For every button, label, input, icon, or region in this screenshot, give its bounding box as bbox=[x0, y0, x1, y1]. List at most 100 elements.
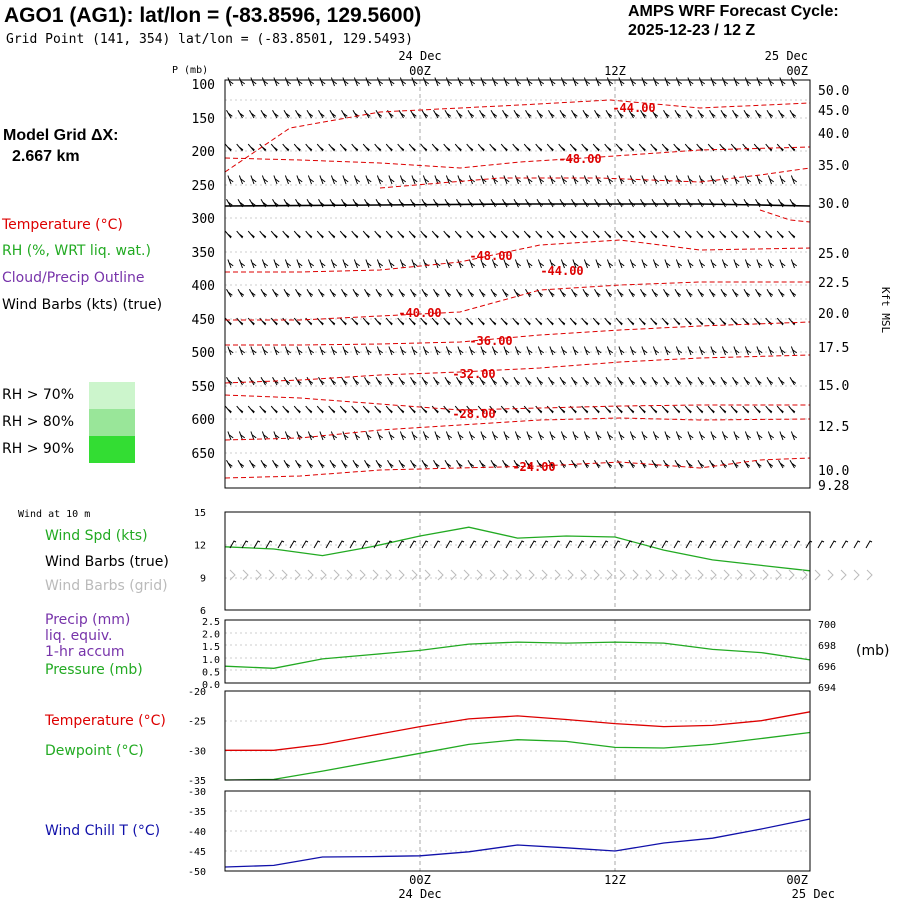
wind-barb-true bbox=[733, 540, 741, 549]
wind-barb bbox=[756, 431, 763, 441]
wind-barb bbox=[330, 259, 337, 269]
wind-barb bbox=[710, 175, 717, 185]
wind-barb bbox=[422, 346, 429, 356]
wind-barb bbox=[351, 405, 359, 414]
wind-barb bbox=[434, 259, 441, 269]
wind-barb-true bbox=[361, 540, 369, 549]
wind-barb bbox=[351, 230, 359, 239]
wind-barb bbox=[595, 346, 602, 356]
wind-chill-frame bbox=[224, 790, 811, 872]
wind-barb bbox=[536, 198, 544, 208]
wind-barb bbox=[341, 376, 348, 386]
wind-barb bbox=[282, 143, 290, 152]
wind-barb bbox=[398, 198, 406, 208]
wind-barb-true bbox=[565, 540, 573, 549]
kft-tick-label: 10.0 bbox=[818, 464, 849, 479]
wind-barb-grid bbox=[762, 569, 769, 581]
isotherm-line bbox=[225, 321, 811, 346]
wind-barb bbox=[431, 405, 439, 414]
wind-barb bbox=[594, 109, 601, 119]
wind-barb bbox=[549, 346, 556, 356]
wind-barb bbox=[525, 376, 532, 386]
temperature-tick: -35 bbox=[188, 776, 206, 787]
wind-barb bbox=[537, 431, 544, 441]
pressure-tick-label: 300 bbox=[192, 212, 215, 227]
wind-barb bbox=[375, 288, 383, 298]
rh80-label: RH > 80% bbox=[2, 414, 75, 430]
wind-barb bbox=[650, 405, 658, 414]
wind-barb bbox=[617, 109, 624, 119]
wind-barb bbox=[261, 259, 268, 269]
wind-barb bbox=[296, 77, 303, 87]
rh90-label: RH > 90% bbox=[2, 441, 75, 457]
wind-barb bbox=[477, 143, 485, 152]
wind-barb bbox=[710, 431, 717, 441]
wind-barb bbox=[456, 376, 463, 386]
wind-spd-label: Wind Spd (kts) bbox=[45, 528, 148, 544]
wind-barb bbox=[385, 405, 393, 414]
pressure-tick-label: 500 bbox=[192, 346, 215, 361]
wind-barb bbox=[259, 405, 267, 414]
wind-chill-tick: -35 bbox=[188, 807, 206, 818]
wind-barb bbox=[663, 109, 670, 119]
precip-tick: 1.5 bbox=[202, 642, 220, 653]
wind-barb-row bbox=[224, 230, 796, 239]
rh70-label: RH > 70% bbox=[2, 387, 75, 403]
wind-barb bbox=[362, 143, 370, 152]
wind-barb bbox=[525, 109, 532, 119]
wind-barb bbox=[398, 459, 406, 469]
wind-barb bbox=[583, 175, 590, 185]
wind-barb bbox=[733, 77, 740, 87]
wind-barb bbox=[342, 77, 349, 87]
wind-barb bbox=[652, 259, 659, 269]
kft-tick-label: 35.0 bbox=[818, 159, 849, 174]
wind-barb bbox=[375, 376, 383, 386]
wind-barb bbox=[742, 143, 750, 152]
wind-barb bbox=[399, 175, 406, 185]
wind-barb-grid bbox=[229, 569, 236, 581]
wind-barb bbox=[696, 143, 704, 152]
wind-barb bbox=[710, 77, 717, 87]
wind-barb bbox=[549, 175, 556, 185]
wind-barb bbox=[502, 288, 509, 298]
wind-barb-true bbox=[793, 540, 801, 549]
wind-barb bbox=[548, 198, 555, 208]
kft-tick-label: 25.0 bbox=[818, 247, 849, 262]
wind-barb bbox=[605, 198, 613, 208]
wind-barb bbox=[605, 288, 613, 298]
wind-barb bbox=[480, 259, 487, 269]
wind-barb bbox=[641, 346, 648, 356]
wind-barb bbox=[388, 431, 395, 441]
wind-barb bbox=[316, 230, 324, 239]
wind-barb-true bbox=[433, 540, 441, 549]
wind-barb-grid bbox=[294, 569, 301, 581]
wind-barb-grid bbox=[476, 569, 483, 581]
wind-barb bbox=[226, 459, 233, 469]
wind-barb bbox=[468, 259, 475, 269]
wind-barb bbox=[686, 288, 693, 298]
wind-barb bbox=[789, 376, 797, 386]
wind-barb bbox=[604, 405, 612, 414]
wind-barb bbox=[376, 175, 383, 185]
wind-barb bbox=[491, 77, 498, 87]
wind-barb-true bbox=[841, 540, 849, 549]
wind-barb bbox=[537, 175, 544, 185]
wind-barb bbox=[766, 459, 774, 469]
wind-barb bbox=[328, 230, 336, 239]
wind-barb-row bbox=[224, 143, 796, 152]
wind-barb bbox=[468, 346, 475, 356]
wind-barb bbox=[583, 346, 590, 356]
wind-barb bbox=[422, 175, 429, 185]
wind-barb bbox=[744, 346, 751, 356]
wind-barb bbox=[628, 109, 636, 119]
wind-barb bbox=[535, 143, 543, 152]
pressure-tick-label: 650 bbox=[192, 447, 215, 462]
wind-barb bbox=[696, 230, 704, 239]
wind-barb bbox=[572, 346, 579, 356]
wind-barb-grid bbox=[723, 569, 730, 581]
wind-barb bbox=[730, 230, 738, 239]
wind-barb bbox=[790, 259, 797, 269]
wind-barb bbox=[444, 109, 452, 119]
wind-barb bbox=[434, 346, 441, 356]
wind-barb bbox=[779, 259, 786, 269]
